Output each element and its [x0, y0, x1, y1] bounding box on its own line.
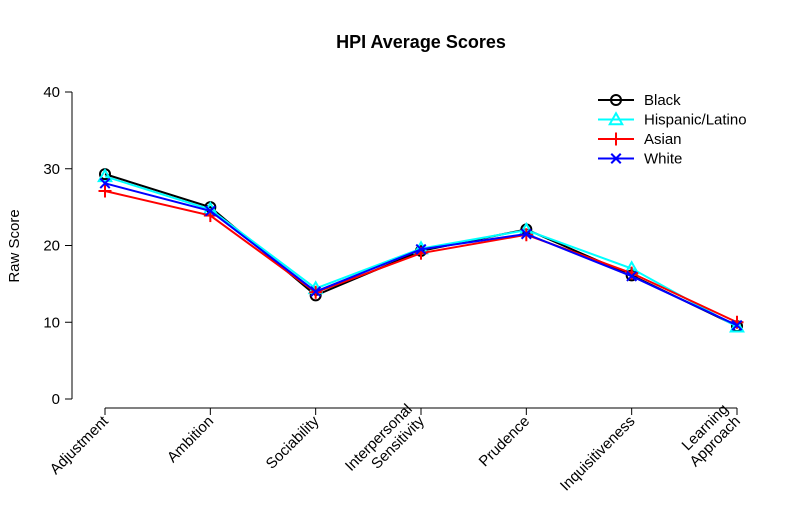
legend-item: Hispanic/Latino	[598, 111, 747, 129]
x-tick-label-line: Adjustment	[47, 412, 113, 478]
x-tick-label: Inquisitiveness	[557, 413, 639, 495]
data-point	[610, 153, 622, 164]
data-point	[97, 168, 113, 183]
series-layer	[97, 168, 745, 333]
x-axis: Adjustment Ambition Sociability Interperson…	[47, 400, 744, 495]
data-point	[729, 318, 745, 333]
data-point	[731, 319, 743, 331]
y-tick-label: 0	[52, 391, 60, 408]
data-point	[99, 177, 111, 189]
svg-text:LearningApproach: LearningApproach	[674, 401, 743, 470]
data-point	[520, 228, 532, 240]
svg-text:Prudence: Prudence	[476, 413, 533, 470]
legend-item: Asian	[598, 131, 682, 148]
data-point	[626, 270, 638, 282]
x-tick-label: LearningApproach	[674, 401, 743, 470]
x-tick-label: Adjustment	[47, 412, 113, 478]
x-tick-label: Prudence	[476, 413, 533, 470]
svg-text:Sociability: Sociability	[263, 412, 323, 472]
x-tick-label: InterpersonalSensitivity	[342, 400, 428, 486]
data-point	[204, 205, 216, 217]
x-tick-label: Sociability	[263, 412, 323, 472]
y-axis: 0 10 20 30 40	[43, 84, 73, 408]
x-tick-label-line: Sociability	[263, 412, 323, 472]
legend-item: White	[598, 151, 682, 168]
svg-text:InterpersonalSensitivity: InterpersonalSensitivity	[342, 400, 428, 486]
legend-label: Asian	[644, 131, 682, 148]
x-tick-label-line: Ambition	[164, 413, 217, 466]
data-point	[415, 243, 427, 255]
series-white	[99, 177, 743, 331]
legend-label: Black	[644, 92, 681, 109]
data-point	[98, 184, 112, 198]
legend-item: Black	[598, 92, 681, 109]
y-tick-label: 20	[43, 238, 60, 255]
x-tick-label-line: Inquisitiveness	[557, 413, 639, 495]
chart-title: HPI Average Scores	[336, 32, 506, 52]
svg-text:Inquisitiveness: Inquisitiveness	[557, 413, 639, 495]
data-point	[609, 132, 623, 146]
x-tick-label: Ambition	[164, 413, 217, 466]
svg-text:Ambition: Ambition	[164, 413, 217, 466]
y-tick-label: 10	[43, 314, 60, 331]
data-point	[310, 286, 322, 298]
y-tick-label: 30	[43, 161, 60, 178]
data-point	[608, 111, 624, 126]
legend: Black Hispanic/Latino Asian White	[598, 92, 747, 168]
legend-label: Hispanic/Latino	[644, 112, 747, 129]
x-tick-label-line: Prudence	[476, 413, 533, 470]
data-point	[610, 94, 622, 106]
svg-text:Adjustment: Adjustment	[47, 412, 113, 478]
legend-label: White	[644, 151, 682, 168]
y-tick-label: 40	[43, 84, 60, 101]
y-axis-label: Raw Score	[6, 209, 23, 282]
